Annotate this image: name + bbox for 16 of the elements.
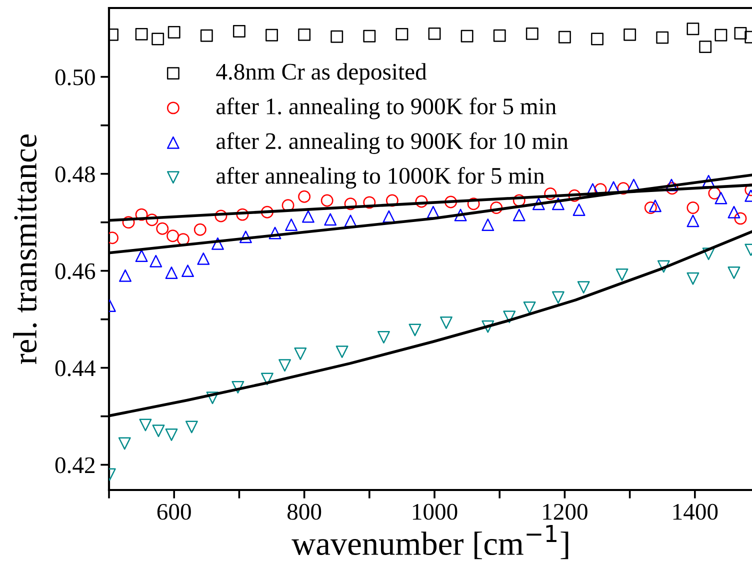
y-tick-label: 0.44 <box>55 360 96 376</box>
x-tick-label: 1400 <box>673 504 718 520</box>
x-axis-title: wavenumber [cm$^{−1}$] <box>292 524 568 560</box>
x-tick-label: 1000 <box>412 504 458 520</box>
legend-label: after 2. annealing to 900K for 10 min <box>216 132 568 154</box>
y-tick-label: 0.46 <box>55 263 96 280</box>
y-tick-label: 0.48 <box>55 166 95 182</box>
y-axis-title: rel. transmittance <box>13 134 37 364</box>
legend-label: after annealing to 1000K for 5 min <box>216 166 544 189</box>
x-tick-label: 1200 <box>543 504 588 520</box>
legend-label: after 1. annealing to 900K for 5 min <box>216 98 556 120</box>
x-tick-label: 600 <box>157 504 191 520</box>
legend-label: 4.8nm Cr as deposited <box>216 63 427 85</box>
y-tick-label: 0.42 <box>55 457 95 474</box>
y-tick-label: 0.50 <box>55 69 95 86</box>
x-tick-label: 800 <box>287 504 322 520</box>
